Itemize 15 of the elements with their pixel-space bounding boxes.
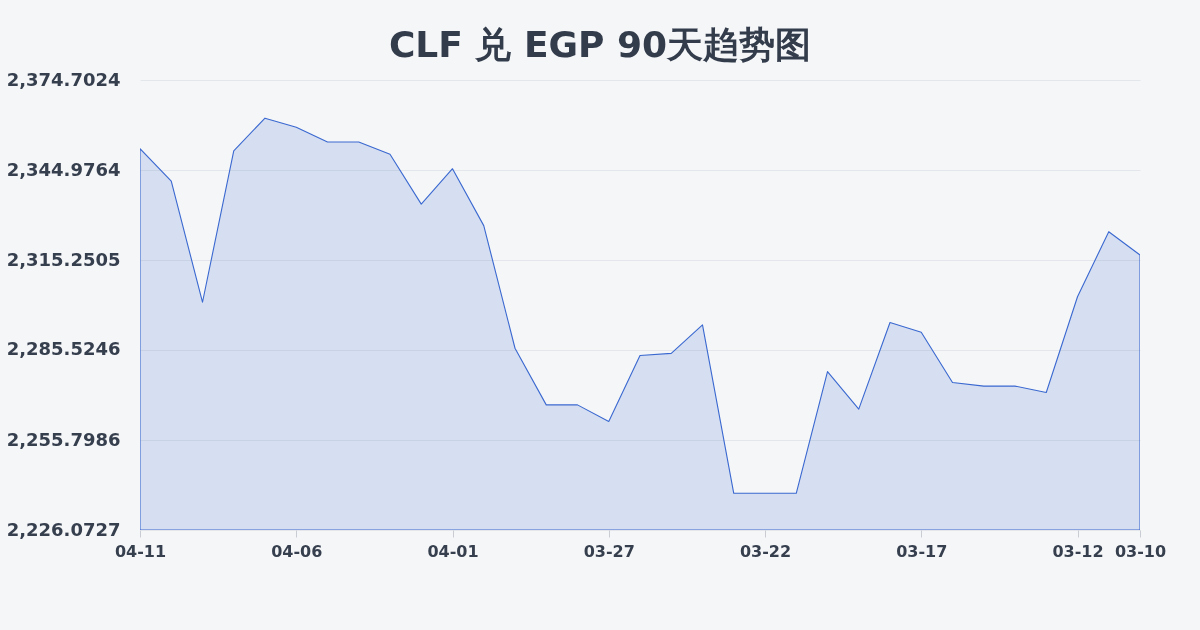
x-tick-label: 03-27 bbox=[583, 541, 635, 561]
x-tick-label: 04-11 bbox=[114, 541, 167, 561]
x-tick-label: 04-06 bbox=[271, 541, 323, 561]
y-tick-label: 2,255.7986 bbox=[6, 428, 121, 450]
x-tick-label: 03-22 bbox=[739, 541, 792, 561]
y-tick-label: 2,374.7024 bbox=[6, 68, 121, 90]
x-tick-label: 03-12 bbox=[1052, 541, 1104, 561]
chart-title: CLF 兑 EGP 90天趋势图 bbox=[388, 24, 812, 65]
y-tick-label: 2,315.2505 bbox=[6, 248, 121, 270]
x-tick-label: 03-17 bbox=[896, 541, 948, 561]
y-tick-label: 2,226.0727 bbox=[6, 518, 121, 540]
y-tick-label: 2,344.9764 bbox=[6, 158, 121, 180]
x-tick-label: 04-01 bbox=[427, 541, 479, 561]
x-tick-label: 03-10 bbox=[1114, 541, 1167, 561]
y-tick-label: 2,285.5246 bbox=[6, 338, 121, 360]
